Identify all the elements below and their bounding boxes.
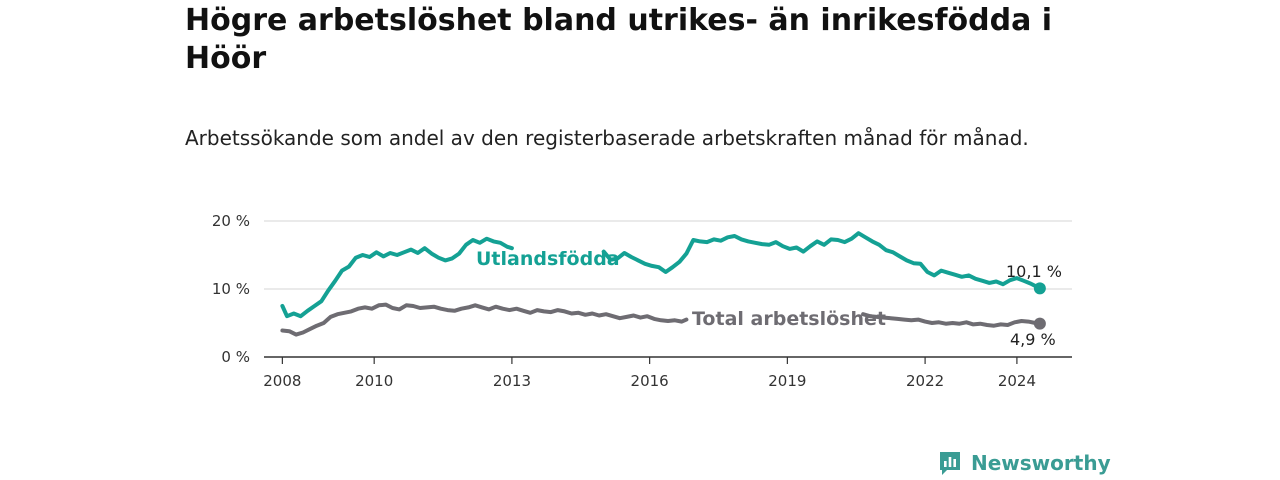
series-line <box>280 302 689 337</box>
end-value-utlandsfodda: 10,1 % <box>1006 262 1062 281</box>
y-axis: 0 % 10 % 20 % <box>212 212 250 366</box>
x-axis: 2008 2010 2013 2016 2019 2022 2024 <box>263 356 1072 390</box>
end-point-marker <box>1033 317 1046 330</box>
chart-subtitle: Arbetssökande som andel av den registerb… <box>185 126 1029 150</box>
series-label-total: Total arbetslöshet <box>692 308 886 330</box>
y-tick-label: 0 % <box>221 348 250 366</box>
series-line <box>280 236 514 319</box>
x-tick-label: 2010 <box>355 372 393 390</box>
end-point-marker <box>1033 282 1046 295</box>
brand-logo: Newsworthy <box>938 448 1111 478</box>
x-tick-label: 2008 <box>263 372 301 390</box>
x-tick-label: 2016 <box>631 372 669 390</box>
brand-name: Newsworthy <box>971 451 1111 475</box>
series-lines <box>280 231 1042 337</box>
gridlines <box>264 220 1072 290</box>
y-tick-label: 10 % <box>212 280 250 298</box>
newsworthy-logo-icon <box>940 452 960 475</box>
series-line <box>601 231 1042 291</box>
y-tick-label: 20 % <box>212 212 250 230</box>
x-tick-label: 2022 <box>906 372 944 390</box>
series-line <box>861 312 1042 328</box>
x-tick-label: 2024 <box>998 372 1036 390</box>
chart-title: Högre arbetslöshet bland utrikes- än inr… <box>185 3 1053 76</box>
end-markers <box>1033 282 1046 330</box>
series-label-utlandsfodda: Utlandsfödda <box>476 248 620 270</box>
x-tick-label: 2019 <box>768 372 806 390</box>
x-tick-label: 2013 <box>493 372 531 390</box>
end-value-total: 4,9 % <box>1010 330 1056 349</box>
